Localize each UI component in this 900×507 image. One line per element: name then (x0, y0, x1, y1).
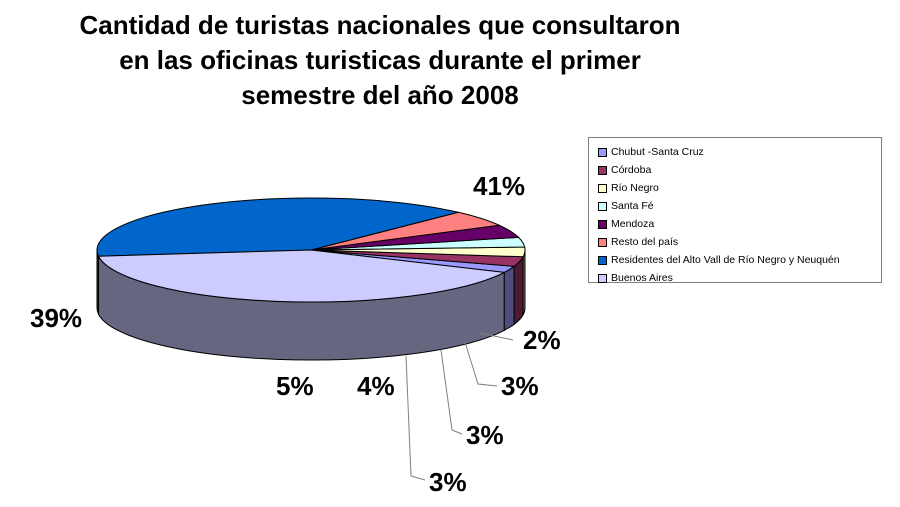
legend-swatch (598, 201, 607, 211)
data-label-chubut-santa-cruz: 2% (523, 325, 561, 355)
legend: Chubut -Santa Cruz Córdoba Río Negro Santa … (588, 137, 882, 284)
legend-label: Buenos Aires (611, 272, 673, 284)
leader-line-cordoba (464, 341, 498, 387)
data-label-santa-fe: 3% (429, 467, 467, 497)
pie-slice-residentes-del-alto-vall-de-rio-negro-y-neuquen (96, 197, 459, 257)
leader-line-rio-negro (440, 349, 463, 435)
legend-label: Chubut -Santa Cruz (611, 146, 704, 158)
legend-label: Resto del país (611, 236, 679, 248)
legend-swatch (598, 147, 607, 157)
legend-item-chubut-santa-cruz: Chubut -Santa Cruz (598, 143, 881, 161)
pie-slice-buenos-aires (97, 249, 506, 303)
legend-swatch (598, 219, 607, 229)
legend-item-residentes-del-alto-vall-de-rio-negro-y-neuquen: Residentes del Alto Vall de Río Negro y … (598, 251, 881, 269)
pie-sides (96, 249, 526, 361)
chart-title-line-1: Cantidad de turistas nacionales que cons… (79, 10, 681, 40)
legend-label: Santa Fé (611, 200, 654, 212)
legend-item-cordoba: Córdoba (598, 161, 881, 179)
legend-swatch (598, 273, 607, 283)
legend-item-buenos-aires: Buenos Aires (598, 269, 881, 287)
legend-item-rio-negro: Río Negro (598, 179, 881, 197)
data-label-resto-del-pais: 5% (276, 371, 314, 401)
legend-label: Residentes del Alto Vall de Río Negro y … (611, 254, 840, 266)
pie-side-rio-negro (522, 249, 526, 316)
legend-swatch (598, 165, 607, 175)
legend-swatch (598, 255, 607, 265)
legend-swatch (598, 237, 607, 247)
legend-swatch (598, 183, 607, 193)
legend-label: Río Negro (611, 182, 659, 194)
pie-tops (96, 197, 526, 303)
data-labels: 2% 3% 3% 3% 4% 5% 39% 41% (30, 171, 561, 497)
legend-item-resto-del-pais: Resto del país (598, 233, 881, 251)
chart-title-line-3: semestre del año 2008 (241, 80, 519, 110)
data-label-rio-negro: 3% (466, 420, 504, 450)
data-label-mendoza: 4% (357, 371, 395, 401)
leader-line-santa-fe (405, 355, 426, 481)
data-label-cordoba: 3% (501, 371, 539, 401)
legend-label: Mendoza (611, 218, 655, 230)
data-label-buenos-aires: 41% (473, 171, 525, 201)
leader-line-chubut-santa-cruz (479, 332, 514, 341)
legend-item-santa-fe: Santa Fé (598, 197, 881, 215)
pie-side-cordoba (513, 256, 524, 326)
legend-label: Córdoba (611, 164, 652, 176)
chart-title-line-2: en las oficinas turisticas durante el pr… (119, 45, 641, 75)
pie-side-chubut-santa-cruz (503, 265, 515, 332)
data-label-residentes-del-alto-vall-de-rio-negro-y-neuquen: 39% (30, 303, 82, 333)
legend-item-mendoza: Mendoza (598, 215, 881, 233)
chart-title: Cantidad de turistas nacionales que cons… (0, 8, 760, 113)
